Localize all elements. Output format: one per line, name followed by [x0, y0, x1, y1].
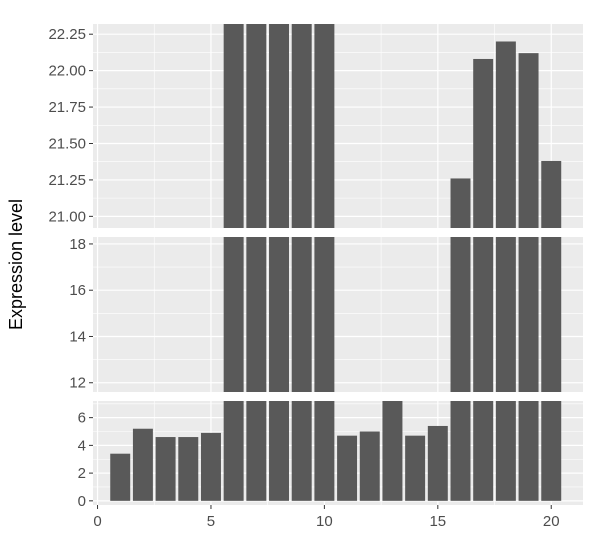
bar-9 [291, 237, 312, 392]
y-tick-label: 21.50 [48, 135, 86, 152]
bar-9 [291, 24, 312, 228]
bar-5 [200, 432, 221, 501]
bar-16 [450, 237, 471, 392]
y-tick-label: 14 [69, 328, 86, 345]
bar-10 [314, 24, 335, 228]
bar-16 [450, 178, 471, 228]
x-tick-label: 5 [207, 513, 215, 530]
y-axis-ticks: 0 2 4 6 [78, 410, 93, 510]
bar-2 [132, 428, 153, 501]
bar-19 [518, 53, 539, 228]
x-axis-ticks: 0 5 10 15 20 [93, 505, 560, 530]
y-tick-label: 6 [78, 410, 86, 427]
chart-panels: 21.00 21.25 21.50 21.75 22.00 22.25 12 14 16 18 0 2… [48, 24, 583, 530]
bar-7 [246, 24, 267, 228]
y-tick-label: 18 [69, 236, 86, 253]
bar-20 [541, 237, 562, 392]
bar-11 [337, 435, 358, 501]
bar-17 [473, 58, 494, 228]
y-axis-title: Expression level [6, 199, 26, 330]
bar-18 [495, 237, 516, 392]
bar-13 [382, 401, 403, 501]
y-tick-label: 22.25 [48, 26, 86, 43]
bar-7 [246, 237, 267, 392]
y-tick-label: 4 [78, 437, 86, 454]
bar-14 [405, 435, 426, 501]
bar-8 [269, 237, 289, 392]
panel-3: 0 2 4 6 [78, 401, 583, 510]
x-tick-label: 0 [93, 513, 101, 530]
bar-6 [223, 237, 244, 392]
bar-15 [427, 425, 448, 501]
y-axis-ticks: 12 14 16 18 [69, 236, 93, 392]
bars [110, 401, 562, 501]
bar-4 [178, 437, 199, 501]
bar-8 [269, 401, 289, 501]
y-tick-label: 21.00 [48, 208, 86, 225]
bar-6 [223, 401, 244, 501]
bar-8 [269, 24, 289, 228]
y-axis-ticks: 21.00 21.25 21.50 21.75 22.00 22.25 [48, 26, 93, 225]
bar-12 [359, 431, 380, 501]
bar-20 [541, 401, 562, 501]
y-tick-label: 16 [69, 282, 86, 299]
y-tick-label: 12 [69, 375, 86, 392]
minor-gridlines [93, 24, 583, 228]
y-tick-label: 22.00 [48, 63, 86, 80]
bar-18 [495, 41, 516, 228]
y-tick-label: 0 [78, 493, 86, 510]
bars [223, 24, 562, 228]
bar-3 [155, 437, 176, 501]
y-tick-label: 21.25 [48, 172, 86, 189]
panel-1: 21.00 21.25 21.50 21.75 22.00 22.25 [48, 24, 583, 228]
bar-20 [541, 160, 562, 228]
bar-19 [518, 401, 539, 501]
x-tick-label: 10 [316, 513, 333, 530]
bar-18 [495, 401, 516, 501]
bar-10 [314, 401, 335, 501]
bar-6 [223, 24, 244, 228]
bar-19 [518, 237, 539, 392]
y-tick-label: 2 [78, 465, 86, 482]
bar-17 [473, 237, 494, 392]
bar-1 [110, 453, 131, 501]
x-tick-label: 15 [429, 513, 446, 530]
bar-17 [473, 401, 494, 501]
panel-2: 12 14 16 18 [69, 236, 583, 392]
bar-7 [246, 401, 267, 501]
bar-9 [291, 401, 312, 501]
bar-10 [314, 237, 335, 392]
y-tick-label: 21.75 [48, 99, 86, 116]
bar-16 [450, 401, 471, 501]
bars [223, 237, 562, 392]
x-tick-label: 20 [543, 513, 560, 530]
